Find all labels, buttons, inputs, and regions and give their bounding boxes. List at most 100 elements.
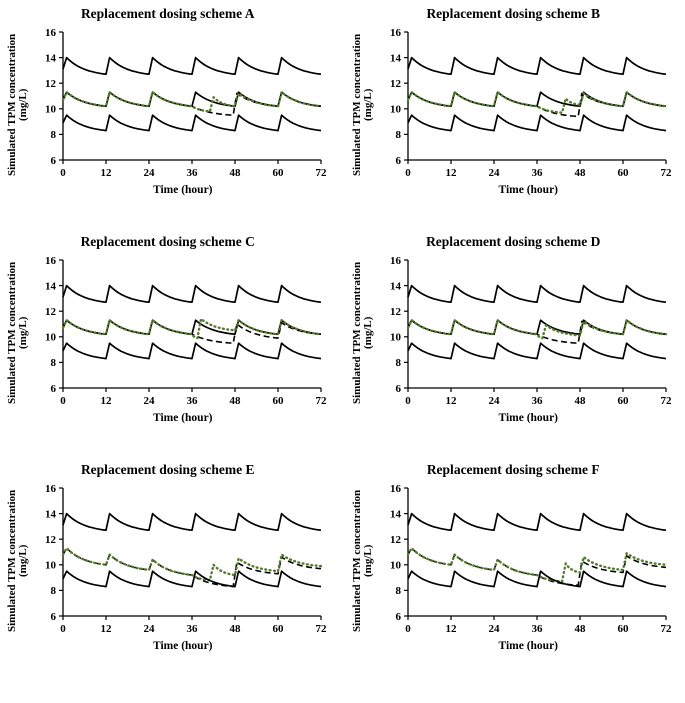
svg-text:6: 6	[396, 383, 402, 395]
svg-text:10: 10	[390, 332, 402, 344]
svg-text:36: 36	[186, 395, 198, 407]
plot-row-e: Simulated TPM concentration (mg/L) 6 8 10 1…	[6, 480, 329, 642]
plot-row-a: Simulated TPM concentration (mg/L) 6 8 10 1…	[6, 24, 329, 186]
svg-text:6: 6	[396, 155, 402, 167]
svg-text:72: 72	[315, 395, 327, 407]
svg-text:6: 6	[50, 383, 56, 395]
svg-text:24: 24	[489, 623, 501, 635]
svg-text:0: 0	[60, 395, 66, 407]
y-axis-label-line2: (mg/L)	[362, 316, 375, 350]
svg-text:12: 12	[446, 623, 458, 635]
svg-text:12: 12	[390, 78, 402, 90]
chart-title-e: Replacement dosing scheme E	[80, 462, 255, 477]
svg-text:12: 12	[446, 395, 458, 407]
svg-text:72: 72	[661, 623, 673, 635]
chart-cell-f: Replacement dosing scheme F Simulated TP…	[348, 462, 680, 652]
chart-title-b: Replacement dosing scheme B	[426, 6, 601, 21]
svg-text:16: 16	[390, 27, 402, 39]
svg-text:14: 14	[45, 508, 57, 520]
y-axis-label-f: Simulated TPM concentration (mg/L)	[351, 486, 375, 636]
svg-text:8: 8	[50, 585, 56, 597]
svg-text:36: 36	[532, 167, 544, 179]
x-axis-label-a: Time (hour)	[152, 184, 213, 196]
svg-text:12: 12	[45, 78, 57, 90]
svg-text:72: 72	[661, 395, 673, 407]
svg-text:72: 72	[315, 623, 327, 635]
chart-cell-b: Replacement dosing scheme B Simulated TP…	[348, 6, 680, 196]
chart-title-c: Replacement dosing scheme C	[80, 234, 255, 249]
chart-title-a: Replacement dosing scheme A	[80, 6, 255, 21]
svg-text:24: 24	[143, 623, 155, 635]
x-axis-label-b: Time (hour)	[498, 184, 559, 196]
svg-text:14: 14	[45, 280, 57, 292]
svg-text:60: 60	[618, 395, 630, 407]
svg-text:24: 24	[143, 395, 155, 407]
svg-text:6: 6	[396, 611, 402, 623]
x-axis-label-c: Time (hour)	[152, 412, 213, 424]
svg-text:48: 48	[229, 395, 241, 407]
svg-text:12: 12	[446, 167, 458, 179]
svg-text:36: 36	[186, 623, 198, 635]
svg-text:12: 12	[390, 306, 402, 318]
figure-grid: Replacement dosing scheme A Simulated TP…	[2, 6, 680, 652]
svg-text:0: 0	[406, 623, 412, 635]
svg-text:10: 10	[45, 560, 57, 572]
x-axis-label-d: Time (hour)	[498, 412, 559, 424]
svg-text:16: 16	[390, 483, 402, 495]
svg-text:48: 48	[575, 623, 587, 635]
y-axis-label-c: Simulated TPM concentration (mg/L)	[6, 258, 29, 408]
chart-cell-a: Replacement dosing scheme A Simulated TP…	[2, 6, 334, 196]
svg-text:8: 8	[396, 585, 402, 597]
y-axis-label-line2: (mg/L)	[16, 544, 29, 578]
svg-text:6: 6	[50, 155, 56, 167]
svg-text:0: 0	[406, 167, 412, 179]
y-axis-label-line2: (mg/L)	[362, 88, 375, 122]
chart-plot-a: 6 8 10 12 14 16 0 12 24 36 48 60 72	[45, 27, 327, 179]
y-axis-label-line2: (mg/L)	[16, 88, 29, 122]
plot-row-c: Simulated TPM concentration (mg/L) 6 8 10 1…	[6, 252, 329, 414]
plot-row-d: Simulated TPM concentration (mg/L) 6 8 10 1…	[351, 252, 674, 414]
svg-text:8: 8	[50, 357, 56, 369]
svg-text:0: 0	[60, 623, 66, 635]
svg-text:14: 14	[390, 280, 402, 292]
chart-cell-d: Replacement dosing scheme D Simulated TP…	[348, 234, 680, 424]
chart-cell-c: Replacement dosing scheme C Simulated TP…	[2, 234, 334, 424]
chart-title-d: Replacement dosing scheme D	[426, 234, 601, 249]
y-axis-label-a: Simulated TPM concentration (mg/L)	[6, 30, 29, 180]
svg-text:60: 60	[272, 395, 284, 407]
svg-text:72: 72	[315, 167, 327, 179]
y-axis-label-d: Simulated TPM concentration (mg/L)	[351, 258, 375, 408]
svg-text:10: 10	[45, 332, 57, 344]
svg-text:16: 16	[45, 255, 57, 267]
x-axis-label-e: Time (hour)	[152, 640, 213, 652]
svg-text:12: 12	[100, 623, 112, 635]
svg-text:48: 48	[575, 395, 587, 407]
svg-text:60: 60	[618, 167, 630, 179]
svg-text:6: 6	[50, 611, 56, 623]
svg-text:12: 12	[45, 306, 57, 318]
plot-row-b: Simulated TPM concentration (mg/L) 6 8 10 1…	[351, 24, 674, 186]
svg-text:10: 10	[390, 560, 402, 572]
svg-text:48: 48	[229, 623, 241, 635]
chart-plot-c: 6 8 10 12 14 16 0 12 24 36 48 60 72	[45, 255, 327, 407]
svg-text:24: 24	[489, 167, 501, 179]
svg-text:36: 36	[532, 623, 544, 635]
svg-text:48: 48	[229, 167, 241, 179]
svg-text:12: 12	[45, 534, 57, 546]
svg-text:14: 14	[390, 52, 402, 64]
svg-text:0: 0	[406, 395, 412, 407]
svg-text:60: 60	[618, 623, 630, 635]
chart-plot-d: 6 8 10 12 14 16 0 12 24 36 48 60 72	[390, 255, 673, 407]
chart-cell-e: Replacement dosing scheme E Simulated TP…	[2, 462, 334, 652]
svg-text:24: 24	[143, 167, 155, 179]
svg-text:8: 8	[396, 129, 402, 141]
svg-text:10: 10	[390, 104, 402, 116]
svg-text:14: 14	[45, 52, 57, 64]
plot-row-f: Simulated TPM concentration (mg/L) 6 8 10 1…	[351, 480, 674, 642]
svg-text:16: 16	[45, 27, 57, 39]
y-axis-label-line2: (mg/L)	[362, 544, 375, 578]
svg-text:24: 24	[489, 395, 501, 407]
svg-text:60: 60	[272, 623, 284, 635]
chart-plot-e: 6 8 10 12 14 16 0 12 24 36 48 60 72	[45, 483, 327, 635]
svg-text:72: 72	[661, 167, 673, 179]
